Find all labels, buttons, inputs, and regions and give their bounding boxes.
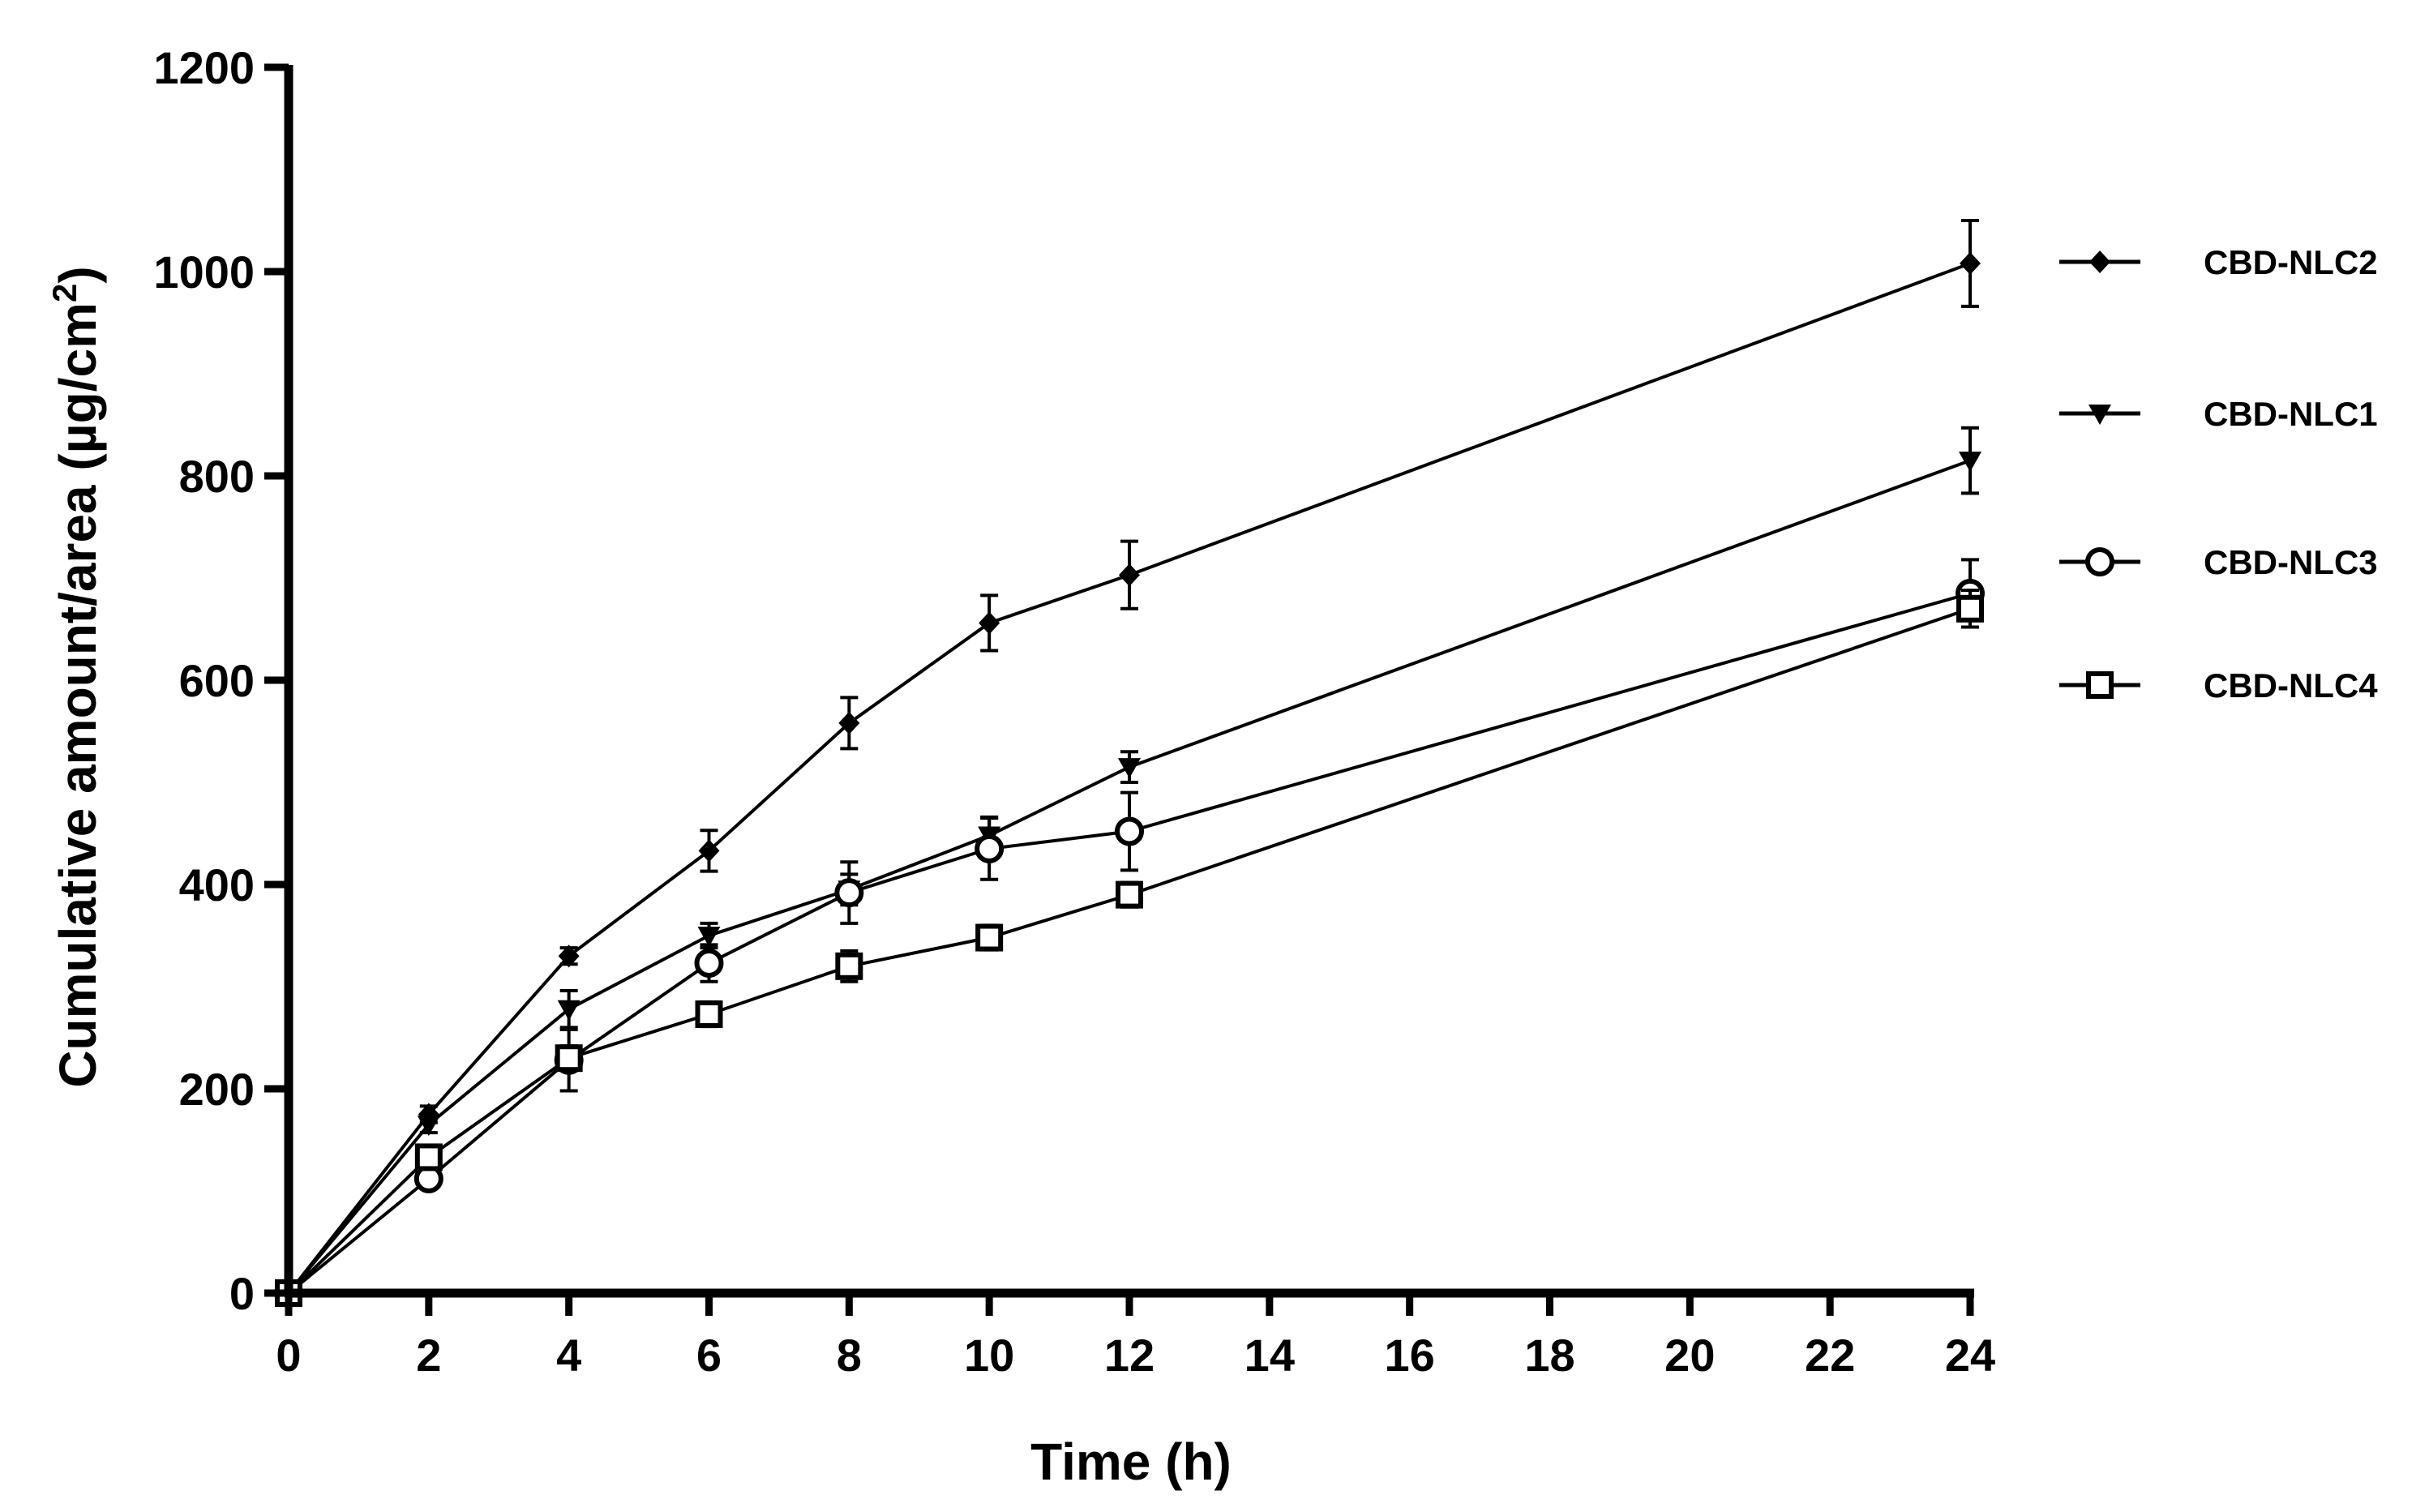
legend-item-cbd-nlc1: CBD-NLC1 — [2059, 395, 2378, 433]
data-point-cbd-nlc4 — [414, 1143, 443, 1171]
legend-label: CBD-NLC2 — [2204, 243, 2378, 281]
series-line-cbd-nlc2 — [287, 262, 1971, 1295]
series-cbd-nlc4 — [275, 589, 1984, 1307]
data-point-cbd-nlc2 — [838, 711, 860, 735]
legend-label: CBD-NLC1 — [2204, 395, 2378, 433]
legend-item-cbd-nlc2: CBD-NLC2 — [2059, 243, 2378, 281]
series-cbd-nlc1 — [277, 426, 1981, 1304]
series-line-cbd-nlc3 — [287, 591, 1971, 1295]
y-tick-label: 400 — [179, 859, 255, 910]
x-tick-label: 0 — [276, 1330, 301, 1381]
data-point-cbd-nlc2 — [1960, 251, 1981, 275]
x-ticks: 0 2 4 6 8 10 12 14 16 18 20 22 24 — [276, 1293, 1995, 1381]
data-point-cbd-nlc4 — [1956, 594, 1984, 623]
data-point-cbd-nlc2 — [1119, 563, 1140, 587]
x-tick-label: 12 — [1104, 1330, 1155, 1381]
y-tick-label: 1200 — [153, 42, 255, 93]
x-tick-label: 10 — [964, 1330, 1014, 1381]
y-axis-title-main: Cumulative amount/area (µg/cm — [49, 302, 107, 1088]
x-tick-label: 4 — [556, 1330, 581, 1381]
data-point-cbd-nlc3 — [834, 878, 864, 908]
legend-marker-cbd-nlc2 — [2089, 251, 2110, 273]
legend-marker-cbd-nlc4 — [2086, 671, 2114, 699]
series-cbd-nlc3 — [274, 558, 1985, 1308]
data-point-cbd-nlc2 — [698, 839, 720, 863]
x-tick-label: 6 — [696, 1330, 722, 1381]
data-point-cbd-nlc4 — [555, 1044, 583, 1073]
series-line-cbd-nlc1 — [287, 459, 1971, 1295]
y-axis-title-sup: 2 — [45, 284, 84, 302]
legend: CBD-NLC2 CBD-NLC1 CBD-NLC3 CBD-NLC4 — [2059, 243, 2378, 705]
data-point-cbd-nlc4 — [695, 1000, 723, 1029]
y-tick-label: 600 — [179, 655, 255, 706]
x-tick-label: 20 — [1664, 1330, 1715, 1381]
y-axis-title-tail: ) — [49, 266, 107, 283]
legend-item-cbd-nlc3: CBD-NLC3 — [2059, 543, 2378, 581]
x-tick-label: 2 — [416, 1330, 441, 1381]
x-axis-title: Time (h) — [1030, 1433, 1232, 1491]
y-ticks: 0 200 400 600 800 1000 1200 — [153, 42, 289, 1319]
data-point-cbd-nlc1 — [557, 1000, 580, 1021]
data-point-cbd-nlc4 — [975, 923, 1004, 952]
data-point-cbd-nlc4 — [1116, 880, 1143, 909]
x-tick-label: 22 — [1805, 1330, 1855, 1381]
y-tick-label: 0 — [229, 1268, 255, 1319]
series-line-cbd-nlc4 — [287, 606, 1971, 1295]
data-point-cbd-nlc2 — [558, 944, 580, 968]
axes — [284, 65, 1974, 1298]
data-point-cbd-nlc4 — [835, 952, 863, 980]
legend-label: CBD-NLC3 — [2204, 543, 2378, 581]
x-tick-label: 18 — [1524, 1330, 1574, 1381]
x-tick-label: 24 — [1945, 1330, 1995, 1381]
data-point-cbd-nlc1 — [697, 927, 721, 947]
y-tick-label: 800 — [179, 451, 255, 502]
data-point-cbd-nlc3 — [975, 833, 1005, 863]
data-point-cbd-nlc1 — [1959, 452, 1981, 473]
y-axis-title: Cumulative amount/area (µg/cm2) — [45, 266, 107, 1087]
y-tick-label: 1000 — [153, 246, 255, 298]
data-point-cbd-nlc3 — [1115, 816, 1144, 846]
legend-item-cbd-nlc4: CBD-NLC4 — [2059, 666, 2378, 705]
x-tick-label: 8 — [837, 1330, 862, 1381]
x-tick-label: 16 — [1385, 1330, 1435, 1381]
data-point-cbd-nlc1 — [417, 1116, 440, 1137]
y-tick-label: 200 — [179, 1064, 255, 1115]
plot-area — [274, 219, 1985, 1308]
legend-label: CBD-NLC4 — [2204, 666, 2378, 705]
x-tick-label: 14 — [1244, 1330, 1295, 1381]
legend-marker-cbd-nlc1 — [2088, 405, 2111, 425]
data-point-cbd-nlc3 — [694, 949, 724, 979]
data-point-cbd-nlc2 — [979, 611, 1000, 635]
data-point-cbd-nlc1 — [1118, 758, 1141, 779]
legend-marker-cbd-nlc3 — [2085, 547, 2114, 576]
